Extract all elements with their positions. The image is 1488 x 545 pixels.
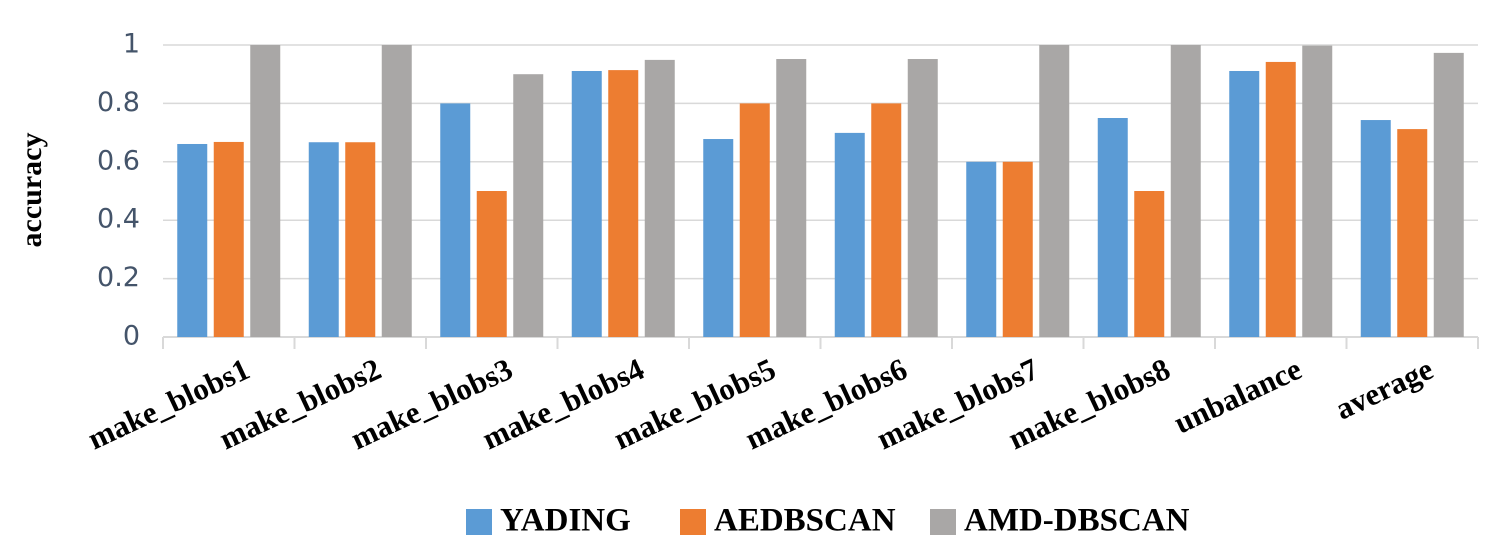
bar [703,139,734,337]
bar [1433,52,1464,337]
y-tick-label: 0.8 [97,87,140,118]
bar [1097,118,1128,337]
bar [1397,129,1428,337]
bar [571,70,602,337]
bar [1229,70,1260,337]
bar [739,103,770,338]
bar [513,74,544,337]
bar [381,45,412,337]
bar [966,161,997,337]
bar [644,59,675,337]
x-tick-label: unbalance [1169,351,1307,440]
legend-swatch [466,509,492,535]
bar [1360,120,1391,337]
bar [871,103,902,338]
bar [250,45,281,337]
bar [177,143,208,337]
bar [834,132,865,337]
legend-label: AMD-DBSCAN [964,503,1190,539]
bar [1039,45,1070,337]
y-axis-label: accuracy [15,133,48,248]
x-tick-label: average [1330,351,1438,426]
bar [1002,161,1033,337]
bar [476,191,507,337]
legend-label: YADING [500,503,631,539]
bar [213,141,244,337]
bar [776,59,807,338]
y-tick-label: 0.2 [97,262,140,293]
y-tick-label: 0.6 [97,145,140,176]
legend-swatch [680,509,706,535]
bar [1170,45,1201,337]
bar [608,70,639,337]
y-tick-label: 1 [123,29,140,60]
legend-swatch [930,509,956,535]
y-tick-label: 0 [123,321,140,352]
bar [907,59,938,338]
bar [308,142,339,337]
y-tick-label: 0.4 [97,204,140,235]
legend-label: AEDBSCAN [714,503,896,539]
bar [440,103,471,338]
bar [1302,45,1333,338]
bar [1134,191,1165,337]
bar [1265,61,1296,337]
bar [345,142,376,337]
